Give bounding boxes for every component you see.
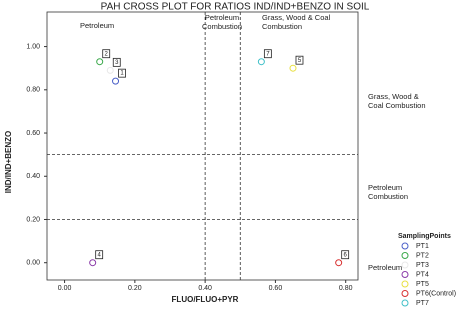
point-label: 1 — [120, 71, 124, 77]
point-label-box — [295, 55, 304, 65]
region-annotation: Combustion — [368, 192, 408, 201]
legend-marker — [401, 242, 409, 250]
y-axis-label: IND/IND+BENZO — [4, 131, 13, 193]
region-annotation: Petroleum — [368, 263, 402, 272]
x-tick-label: 0.20 — [128, 285, 142, 292]
legend-marker — [401, 280, 409, 288]
y-tick-label: 0.80 — [26, 87, 40, 94]
legend-label: PT6(Control) — [416, 290, 456, 297]
data-point — [106, 66, 114, 74]
x-axis-label: FLUO/FLUO+PYR — [172, 295, 239, 304]
point-label: 3 — [115, 60, 119, 66]
legend-marker — [401, 290, 409, 297]
x-tick-label: 0.00 — [58, 285, 72, 292]
point-label-box — [112, 57, 121, 67]
data-point — [112, 77, 120, 85]
y-tick-label: 0.60 — [26, 130, 40, 137]
point-label-box — [263, 49, 272, 59]
point-label: 6 — [344, 252, 348, 258]
point-label-box — [341, 250, 350, 260]
data-point — [89, 259, 97, 267]
data-point — [335, 259, 343, 267]
y-tick-label: 0.20 — [26, 216, 40, 223]
legend-title: SamplingPoints — [398, 233, 451, 240]
region-annotation: Petroleum — [205, 13, 239, 22]
y-tick-label: 0.40 — [26, 173, 40, 180]
data-point — [96, 58, 104, 66]
legend-label: PT7 — [416, 300, 429, 307]
legend-marker — [401, 261, 409, 269]
region-annotation: Grass, Wood & Coal — [262, 13, 331, 22]
chart-title: PAH CROSS PLOT FOR RATIOS IND/IND+BENZO … — [101, 2, 370, 13]
region-annotation: Petroleum — [368, 183, 402, 192]
x-tick-label: 0.60 — [269, 285, 283, 292]
legend-label: PT3 — [416, 262, 429, 269]
data-point — [257, 58, 265, 66]
point-label: 4 — [98, 252, 102, 258]
legend-label: PT5 — [416, 281, 429, 288]
point-label: 5 — [298, 58, 302, 64]
legend-marker — [401, 252, 409, 259]
legend-label: PT2 — [416, 252, 429, 259]
legend-marker — [401, 271, 409, 278]
x-tick-label: 0.40 — [198, 285, 212, 292]
region-annotation: Coal Combustion — [368, 101, 426, 110]
y-tick-label: 0.00 — [26, 260, 40, 267]
data-point — [289, 64, 297, 72]
legend-marker — [401, 299, 409, 307]
legend-label: PT4 — [416, 271, 429, 278]
region-annotation: Combustion — [202, 22, 242, 31]
point-label: 7 — [266, 51, 270, 57]
point-label: 2 — [105, 51, 109, 57]
point-label-box — [118, 68, 126, 78]
legend-label: PT1 — [416, 243, 429, 250]
y-tick-label: 1.00 — [26, 43, 40, 50]
region-annotation: Combustion — [262, 22, 302, 31]
point-label-box — [95, 250, 104, 260]
region-annotation: Grass, Wood & — [368, 92, 419, 101]
point-label-box — [102, 49, 111, 59]
plot-frame — [46, 11, 359, 281]
x-tick-label: 0.80 — [339, 285, 353, 292]
region-annotation: Petroleum — [80, 21, 114, 30]
